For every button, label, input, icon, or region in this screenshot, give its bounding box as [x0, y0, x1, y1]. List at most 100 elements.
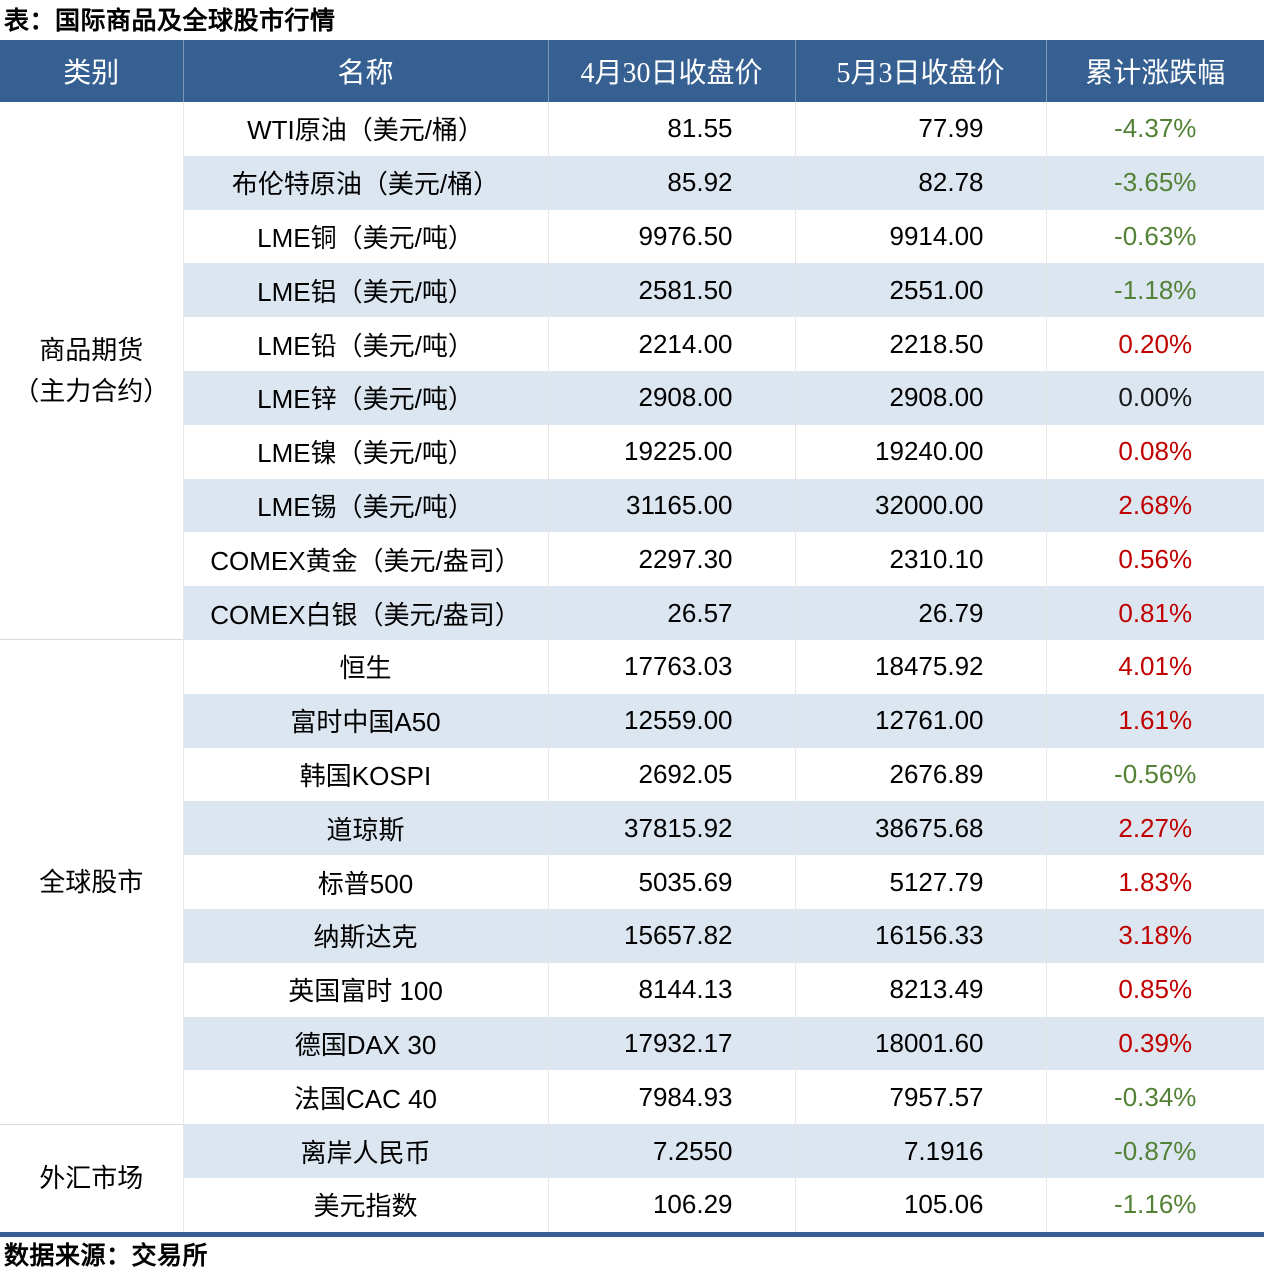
- cumulative-change: -0.87%: [1046, 1124, 1264, 1178]
- cumulative-change: 0.39%: [1046, 1016, 1264, 1071]
- quotes-table: 类别 名称 4月30日收盘价 5月3日收盘价 累计涨跌幅 商品期货 （主力合约） W…: [0, 40, 1264, 1232]
- header-row: 类别 名称 4月30日收盘价 5月3日收盘价 累计涨跌幅: [0, 40, 1264, 102]
- source-note: 数据来源：交易所: [4, 1241, 209, 1270]
- instrument-name: LME锌（美元/吨）: [183, 370, 549, 425]
- table-header: 类别 名称 4月30日收盘价 5月3日收盘价 累计涨跌幅: [0, 40, 1264, 102]
- instrument-name: 法国CAC 40: [183, 1070, 549, 1125]
- cumulative-change: 2.27%: [1046, 801, 1264, 856]
- instrument-name: COMEX黄金（美元/盎司）: [183, 532, 549, 587]
- may3-close: 18001.60: [795, 1016, 1047, 1071]
- may3-close: 18475.92: [795, 639, 1047, 694]
- header-name: 名称: [183, 40, 549, 102]
- table-row: LME锌（美元/吨） 2908.00 2908.00 0.00%: [0, 370, 1264, 425]
- table-row: 外汇市场 离岸人民币 7.2550 7.1916 -0.87%: [0, 1123, 1264, 1232]
- may3-close: 82.78: [795, 155, 1047, 210]
- instrument-name: 恒生: [183, 639, 549, 694]
- category-cell: 外汇市场: [0, 1123, 184, 1232]
- table-row: LME铅（美元/吨） 2214.00 2218.50 0.20%: [0, 317, 1264, 371]
- instrument-name: LME锡（美元/吨）: [183, 478, 549, 533]
- cumulative-change: 1.83%: [1046, 855, 1264, 909]
- instrument-name: 韩国KOSPI: [183, 747, 549, 802]
- may3-close: 12761.00: [795, 693, 1047, 748]
- table-bottom-rule: [0, 1231, 1264, 1237]
- apr30-close: 19225.00: [548, 424, 796, 479]
- cumulative-change: 2.68%: [1046, 478, 1264, 533]
- apr30-close: 12559.00: [548, 693, 796, 748]
- instrument-name: COMEX白银（美元/盎司）: [183, 586, 549, 640]
- apr30-close: 7984.93: [548, 1070, 796, 1125]
- instrument-name: 道琼斯: [183, 801, 549, 856]
- apr30-close: 81.55: [548, 102, 796, 156]
- apr30-close: 8144.13: [548, 962, 796, 1017]
- may3-close: 5127.79: [795, 855, 1047, 909]
- table-row: 标普500 5035.69 5127.79 1.83%: [0, 855, 1264, 909]
- may3-close: 8213.49: [795, 962, 1047, 1017]
- table-row: 道琼斯 37815.92 38675.68 2.27%: [0, 801, 1264, 856]
- may3-close: 2218.50: [795, 317, 1047, 371]
- may3-close: 2310.10: [795, 532, 1047, 587]
- apr30-close: 2214.00: [548, 317, 796, 371]
- apr30-close: 2297.30: [548, 532, 796, 587]
- apr30-close: 17932.17: [548, 1016, 796, 1071]
- table-row: 韩国KOSPI 2692.05 2676.89 -0.56%: [0, 747, 1264, 802]
- cumulative-change: -0.34%: [1046, 1070, 1264, 1125]
- instrument-name: 德国DAX 30: [183, 1016, 549, 1071]
- cumulative-change: -4.37%: [1046, 102, 1264, 156]
- instrument-name: 标普500: [183, 855, 549, 909]
- may3-close: 7.1916: [795, 1124, 1047, 1178]
- instrument-name: WTI原油（美元/桶）: [183, 102, 549, 156]
- table-row: 英国富时 100 8144.13 8213.49 0.85%: [0, 962, 1264, 1017]
- may3-close: 26.79: [795, 586, 1047, 640]
- instrument-name: LME镍（美元/吨）: [183, 424, 549, 479]
- cumulative-change: 3.18%: [1046, 908, 1264, 963]
- apr30-close: 5035.69: [548, 855, 796, 909]
- may3-close: 7957.57: [795, 1070, 1047, 1125]
- table-row: 纳斯达克 15657.82 16156.33 3.18%: [0, 908, 1264, 963]
- may3-close: 16156.33: [795, 908, 1047, 963]
- table-row: COMEX黄金（美元/盎司） 2297.30 2310.10 0.56%: [0, 532, 1264, 587]
- header-apr30-close: 4月30日收盘价: [548, 40, 796, 102]
- cumulative-change: 0.85%: [1046, 962, 1264, 1017]
- instrument-name: LME铝（美元/吨）: [183, 263, 549, 318]
- cumulative-change: 0.81%: [1046, 586, 1264, 640]
- table-row: 全球股市 恒生 17763.03 18475.92 4.01%: [0, 639, 1264, 1125]
- instrument-name: LME铜（美元/吨）: [183, 209, 549, 264]
- cumulative-change: 0.08%: [1046, 424, 1264, 479]
- cumulative-change: -1.18%: [1046, 263, 1264, 318]
- instrument-name: 英国富时 100: [183, 962, 549, 1017]
- apr30-close: 106.29: [548, 1177, 796, 1232]
- table-row: 富时中国A50 12559.00 12761.00 1.61%: [0, 693, 1264, 748]
- instrument-name: 布伦特原油（美元/桶）: [183, 155, 549, 210]
- cumulative-change: 4.01%: [1046, 639, 1264, 694]
- cumulative-change: -3.65%: [1046, 155, 1264, 210]
- instrument-name: LME铅（美元/吨）: [183, 317, 549, 371]
- table-row: LME镍（美元/吨） 19225.00 19240.00 0.08%: [0, 424, 1264, 479]
- cumulative-change: -0.63%: [1046, 209, 1264, 264]
- cumulative-change: 0.00%: [1046, 370, 1264, 425]
- table-row: 商品期货 （主力合约） WTI原油（美元/桶） 81.55 77.99 -4.37%: [0, 102, 1264, 640]
- may3-close: 19240.00: [795, 424, 1047, 479]
- page-title: 表：国际商品及全球股市行情: [4, 7, 336, 35]
- instrument-name: 美元指数: [183, 1177, 549, 1232]
- table-row: LME锡（美元/吨） 31165.00 32000.00 2.68%: [0, 478, 1264, 533]
- table-row: 德国DAX 30 17932.17 18001.60 0.39%: [0, 1016, 1264, 1071]
- cumulative-change: 0.56%: [1046, 532, 1264, 587]
- table-row: COMEX白银（美元/盎司） 26.57 26.79 0.81%: [0, 586, 1264, 640]
- may3-close: 38675.68: [795, 801, 1047, 856]
- may3-close: 77.99: [795, 102, 1047, 156]
- table-row: 美元指数 106.29 105.06 -1.16%: [0, 1177, 1264, 1232]
- may3-close: 2676.89: [795, 747, 1047, 802]
- table-row: LME铜（美元/吨） 9976.50 9914.00 -0.63%: [0, 209, 1264, 264]
- apr30-close: 2908.00: [548, 370, 796, 425]
- apr30-close: 17763.03: [548, 639, 796, 694]
- instrument-name: 富时中国A50: [183, 693, 549, 748]
- category-cell: 商品期货 （主力合约）: [0, 102, 184, 640]
- table-body: 商品期货 （主力合约） WTI原油（美元/桶） 81.55 77.99 -4.37% 布伦特…: [0, 102, 1264, 1232]
- instrument-name: 离岸人民币: [183, 1124, 549, 1178]
- apr30-close: 31165.00: [548, 478, 796, 533]
- cumulative-change: -1.16%: [1046, 1177, 1264, 1232]
- cumulative-change: 1.61%: [1046, 693, 1264, 748]
- table-row: LME铝（美元/吨） 2581.50 2551.00 -1.18%: [0, 263, 1264, 318]
- apr30-close: 15657.82: [548, 908, 796, 963]
